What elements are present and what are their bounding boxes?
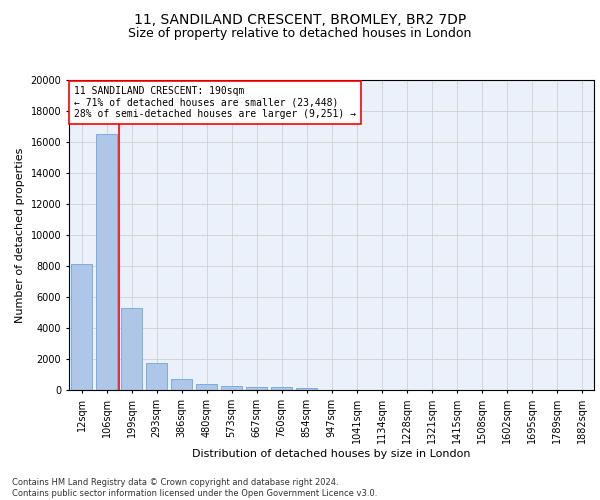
- Bar: [171, 379, 192, 390]
- Text: 11 SANDILAND CRESCENT: 190sqm
← 71% of detached houses are smaller (23,448)
28% : 11 SANDILAND CRESCENT: 190sqm ← 71% of d…: [74, 86, 356, 120]
- X-axis label: Distribution of detached houses by size in London: Distribution of detached houses by size …: [192, 448, 471, 458]
- Bar: [271, 387, 292, 390]
- Bar: [246, 386, 267, 390]
- Text: 11, SANDILAND CRESCENT, BROMLEY, BR2 7DP: 11, SANDILAND CRESCENT, BROMLEY, BR2 7DP: [134, 12, 466, 26]
- Bar: [296, 388, 317, 390]
- Y-axis label: Number of detached properties: Number of detached properties: [15, 148, 25, 322]
- Bar: [96, 134, 117, 390]
- Text: Size of property relative to detached houses in London: Size of property relative to detached ho…: [128, 28, 472, 40]
- Text: Contains HM Land Registry data © Crown copyright and database right 2024.
Contai: Contains HM Land Registry data © Crown c…: [12, 478, 377, 498]
- Bar: [121, 308, 142, 390]
- Bar: [71, 264, 92, 390]
- Bar: [146, 363, 167, 390]
- Bar: [221, 386, 242, 390]
- Bar: [196, 384, 217, 390]
